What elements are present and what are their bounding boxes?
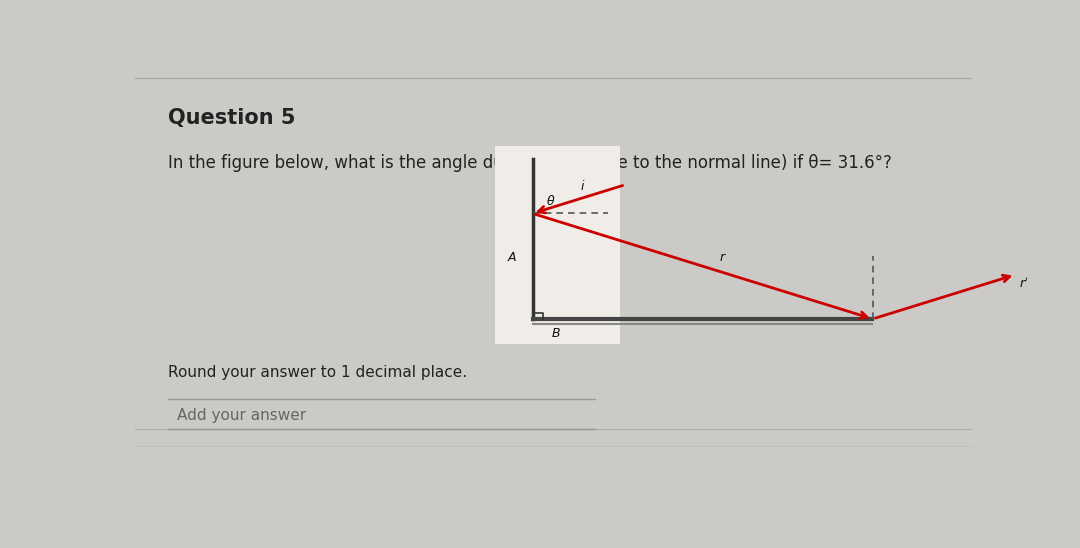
Text: In the figure below, what is the angle due to r’ (relative to the normal line) i: In the figure below, what is the angle d… <box>168 155 892 173</box>
Text: Round your answer to 1 decimal place.: Round your answer to 1 decimal place. <box>168 366 468 380</box>
Text: Add your answer: Add your answer <box>177 408 306 423</box>
Text: $\theta$: $\theta$ <box>546 195 555 208</box>
Text: $A$: $A$ <box>508 251 517 264</box>
Text: $r'$: $r'$ <box>1018 277 1029 292</box>
Text: $i$: $i$ <box>580 179 585 193</box>
Text: Question 5: Question 5 <box>168 108 296 128</box>
Text: $B$: $B$ <box>551 327 561 340</box>
FancyBboxPatch shape <box>495 146 620 344</box>
Text: $r$: $r$ <box>719 251 727 264</box>
